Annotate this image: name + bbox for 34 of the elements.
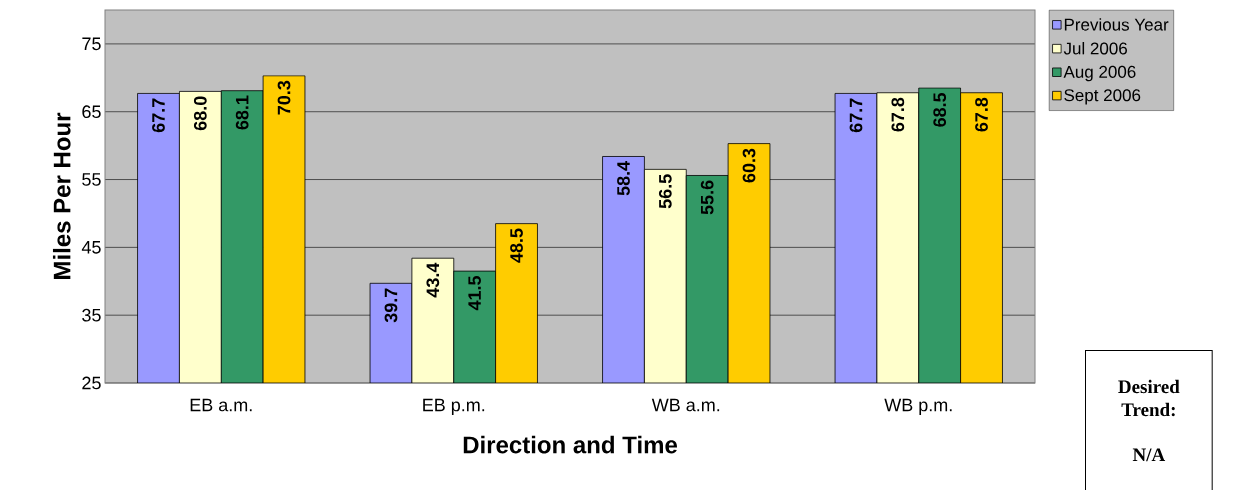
data-label: 43.4: [426, 262, 440, 298]
y-tick-label: 45: [81, 241, 101, 254]
data-label: 67.8: [975, 97, 988, 132]
legend-label: Previous Year: [1064, 18, 1169, 31]
data-label: 67.7: [152, 98, 165, 133]
x-tick-label: EB a.m.: [190, 398, 252, 412]
data-label: 55.6: [700, 180, 714, 215]
data-label: 67.7: [849, 98, 863, 133]
y-tick-label: 65: [82, 105, 101, 119]
x-tick-label: EB p.m.: [423, 398, 485, 415]
data-label: 58.4: [617, 160, 630, 196]
y-tick-label: 25: [82, 376, 101, 390]
data-label: 41.5: [468, 275, 481, 311]
legend-label: Jul 2006: [1063, 42, 1127, 55]
data-label: 48.5: [510, 228, 523, 263]
y-tick-label: 55: [82, 173, 101, 186]
x-tick-label: WB p.m.: [884, 398, 952, 415]
data-label: 68.5: [933, 92, 947, 127]
data-label: 67.8: [891, 97, 905, 132]
data-label: 60.3: [742, 148, 756, 183]
x-tick-label: WB a.m.: [651, 398, 720, 412]
y-tick-label: 75: [82, 37, 101, 51]
text: Desired Trend:: [1118, 379, 1180, 417]
data-label: 68.0: [193, 96, 207, 131]
legend-label: Aug 2006: [1063, 65, 1136, 82]
y-axis-title: Miles Per Hour: [52, 112, 71, 279]
data-label: 70.3: [277, 80, 291, 115]
data-label: 39.7: [384, 288, 398, 323]
data-label: 68.1: [235, 95, 249, 130]
legend-label: Sept 2006: [1064, 89, 1141, 105]
data-label: 56.5: [658, 174, 672, 209]
text: N/A: [1132, 448, 1166, 462]
y-tick-label: 35: [82, 308, 101, 322]
x-axis-title: Direction and Time: [463, 435, 678, 454]
